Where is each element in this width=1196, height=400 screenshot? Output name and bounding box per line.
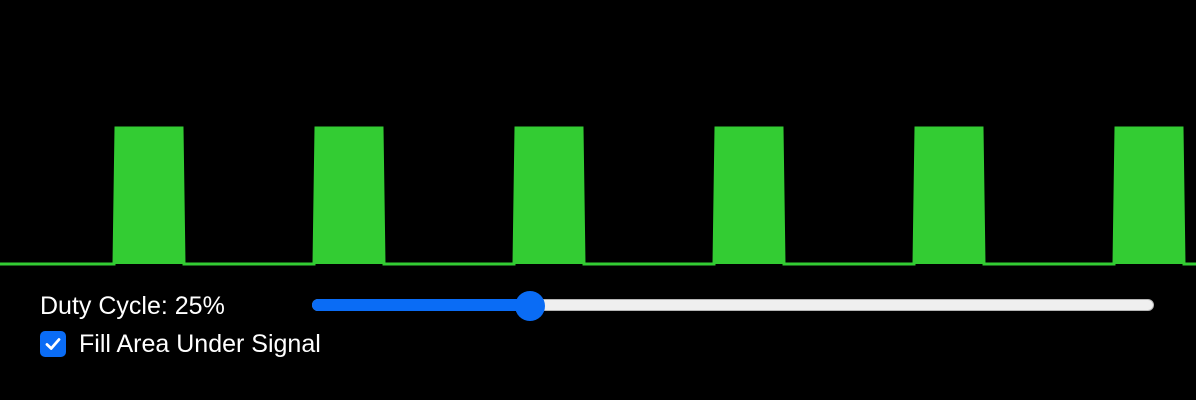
slider-thumb[interactable]	[515, 291, 545, 321]
duty-cycle-value: 25%	[174, 291, 225, 320]
fill-area-checkbox[interactable]	[40, 331, 66, 357]
duty-cycle-row: Duty Cycle: 25%	[40, 288, 1170, 324]
signal-plot	[0, 126, 1196, 266]
fill-area-row: Fill Area Under Signal	[40, 322, 1170, 366]
fill-area-label[interactable]: Fill Area Under Signal	[79, 329, 321, 358]
signal-fill-area	[0, 128, 1196, 264]
slider-fill	[312, 299, 530, 311]
duty-cycle-label: Duty Cycle: 25%	[40, 292, 312, 321]
duty-cycle-label-prefix: Duty Cycle:	[40, 291, 175, 320]
signal-line	[0, 126, 1196, 266]
controls-panel: Duty Cycle: 25% Fill Area Under Signal	[40, 288, 1170, 366]
checkmark-icon	[45, 338, 61, 350]
duty-cycle-slider[interactable]	[312, 288, 1162, 324]
